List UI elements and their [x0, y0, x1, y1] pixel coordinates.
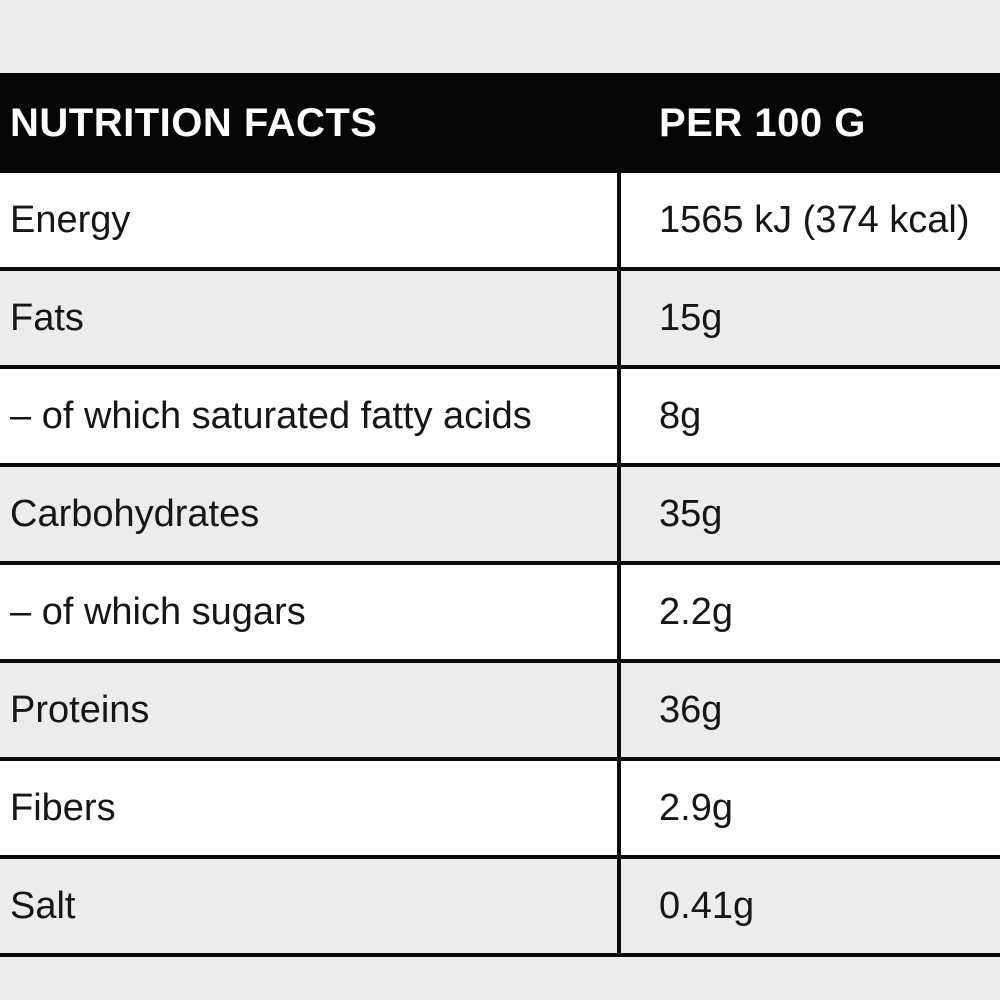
row-salt: Salt 0.41g: [0, 859, 1000, 957]
nutrient-label: Fats: [0, 271, 621, 365]
nutrient-value: 36g: [659, 688, 723, 731]
nutrient-value: 8g: [659, 394, 702, 437]
row-fats: Fats 15g: [0, 271, 1000, 369]
nutrient-label: – of which sugars: [0, 565, 621, 659]
top-margin-band: [0, 0, 1000, 73]
bottom-margin-band: [0, 957, 1000, 1000]
nutrient-value: 2.9g: [659, 786, 733, 829]
nutrient-label: – of which saturated fatty acids: [0, 369, 621, 463]
nutrition-table: NUTRITION FACTS PER 100 G Energy 1565 kJ…: [0, 73, 1000, 957]
row-proteins: Proteins 36g: [0, 663, 1000, 761]
row-sugars: – of which sugars 2.2g: [0, 565, 1000, 663]
nutrient-label: Salt: [0, 859, 621, 953]
row-saturated-fatty-acids: – of which saturated fatty acids 8g: [0, 369, 1000, 467]
row-carbohydrates: Carbohydrates 35g: [0, 467, 1000, 565]
row-fibers: Fibers 2.9g: [0, 761, 1000, 859]
nutrient-label: Proteins: [0, 663, 621, 757]
nutrient-label: Carbohydrates: [0, 467, 621, 561]
nutrient-value: 2.2g: [659, 590, 733, 633]
table-header: NUTRITION FACTS PER 100 G: [0, 73, 1000, 173]
row-energy: Energy 1565 kJ (374 kcal): [0, 173, 1000, 271]
nutrient-label: Energy: [0, 173, 621, 267]
nutrient-value: 1565 kJ (374 kcal): [659, 198, 970, 241]
nutrient-value: 0.41g: [659, 884, 755, 927]
table-title: NUTRITION FACTS: [10, 100, 378, 145]
nutrient-label: Fibers: [0, 761, 621, 855]
nutrient-value: 35g: [659, 492, 723, 535]
column-header-per-100g: PER 100 G: [659, 100, 866, 145]
nutrient-value: 15g: [659, 296, 723, 339]
